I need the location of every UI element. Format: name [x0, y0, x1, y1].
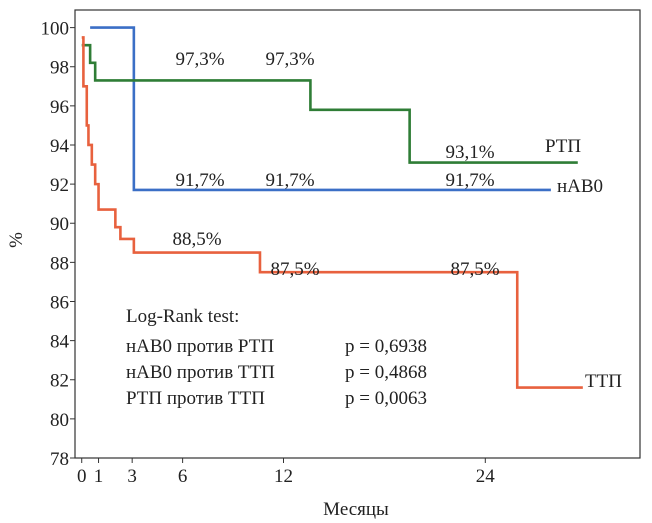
x-axis-label: Месяцы [323, 499, 389, 520]
x-tick-label: 12 [274, 466, 293, 487]
value-annotation: 87,5% [270, 259, 319, 280]
stats-comparison: нАВ0 против ТТП [126, 362, 275, 383]
y-tick-label: 84 [50, 332, 70, 353]
stats-p-value: p = 0,0063 [345, 388, 427, 409]
stats-p-value: p = 0,6938 [345, 336, 427, 357]
value-annotation: 88,5% [172, 229, 221, 250]
y-tick-label: 86 [50, 292, 69, 313]
y-tick-label: 96 [50, 97, 69, 118]
x-tick-label: 0 [77, 466, 87, 487]
x-tick-label: 24 [476, 466, 496, 487]
stats-title: Log-Rank test: [126, 306, 239, 327]
value-annotation: 87,5% [450, 259, 499, 280]
value-annotation: 97,3% [175, 49, 224, 70]
y-tick-label: 78 [50, 449, 69, 470]
y-tick-label: 80 [50, 410, 69, 431]
stats-p-value: p = 0,4868 [345, 362, 427, 383]
stats-comparison: нАВ0 против РТП [126, 336, 274, 357]
plot-frame [74, 9, 641, 459]
y-tick-label: 100 [41, 19, 70, 40]
value-annotation: 91,7% [175, 170, 224, 191]
value-annotation: 97,3% [265, 49, 314, 70]
survival-line [90, 26, 551, 192]
y-axis-label: % [6, 232, 27, 248]
stats-comparison: РТП против ТТП [126, 388, 265, 409]
survival-line [81, 36, 583, 389]
y-tick-label: 88 [50, 253, 69, 274]
x-tick-label: 3 [127, 466, 137, 487]
x-tick-label: 1 [94, 466, 104, 487]
series-label: ТТП [585, 371, 622, 392]
value-annotation: 91,7% [445, 170, 494, 191]
value-annotation: 91,7% [265, 170, 314, 191]
value-annotation: 93,1% [445, 142, 494, 163]
x-tick-label: 6 [178, 466, 188, 487]
y-tick-label: 90 [50, 214, 69, 235]
series-label: нАВ0 [557, 176, 603, 197]
y-tick-label: 98 [50, 58, 69, 79]
y-tick-label: 94 [50, 136, 70, 157]
y-tick-label: 82 [50, 371, 69, 392]
series-label: РТП [545, 136, 581, 157]
survival-line [81, 43, 578, 164]
y-tick-label: 92 [50, 175, 69, 196]
